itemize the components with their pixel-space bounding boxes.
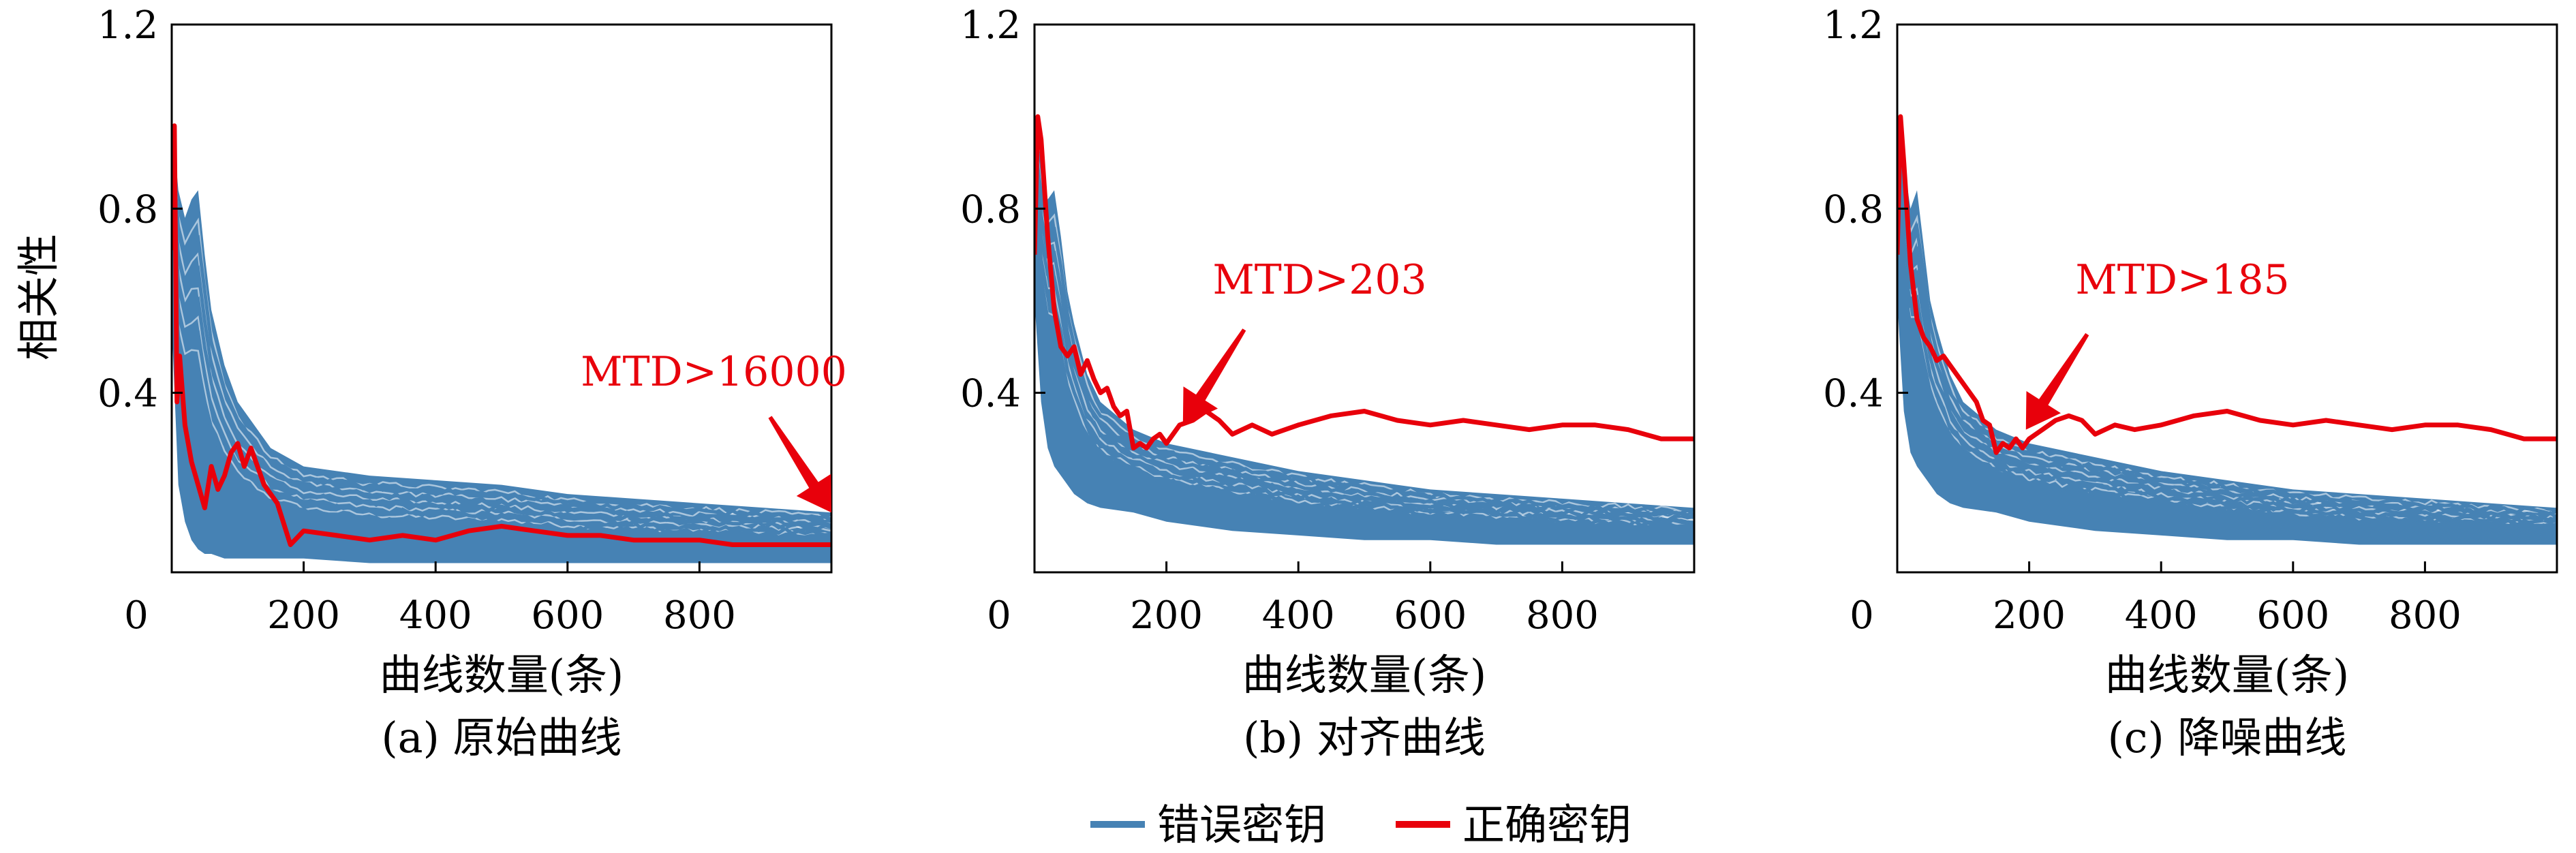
wrong-key-trace	[172, 198, 831, 537]
axes-frame	[1033, 23, 1696, 574]
wrong-key-trace	[1034, 155, 1694, 519]
wrong-key-trace-gap	[172, 153, 831, 525]
mtd-annotation: MTD>185	[2075, 256, 2289, 304]
panel-c: 0.4 0.8 1.2 0 200 400 600 800 曲线数量(条) (c) 降噪曲线 MTD…	[1823, 3, 2558, 762]
x-tick-label: 400	[2125, 593, 2198, 638]
legend-label-correct-key: 正确密钥	[1462, 800, 1631, 850]
x-tick-label: 800	[2389, 593, 2462, 638]
y-tick-label: 0.4	[97, 372, 158, 416]
legend: 错误密钥 正确密钥	[1090, 800, 1631, 850]
y-tick-label: 1.2	[960, 3, 1021, 48]
wrong-key-trace-gap	[172, 135, 831, 521]
x-axis-label: 曲线数量(条)	[2105, 650, 2349, 700]
x-tick-label: 800	[1526, 593, 1599, 638]
panel-caption: (a) 原始曲线	[381, 713, 622, 762]
x-tick-label: 600	[1394, 593, 1467, 638]
y-tick-label: 0.4	[1823, 372, 1884, 416]
axes-frame	[170, 23, 833, 574]
mtd-arrow	[1182, 328, 1246, 425]
x-tick-label: 200	[1130, 593, 1203, 638]
panel-b: 0.4 0.8 1.2 0 200 400 600 800 曲线数量(条) (b) 对齐曲线 MTD…	[960, 3, 1696, 762]
mtd-arrow	[2025, 332, 2089, 430]
y-tick-label: 1.2	[97, 3, 158, 48]
x-tick-label: 400	[1262, 593, 1335, 638]
x-tick-label: 800	[663, 593, 736, 638]
wrong-key-trace	[1034, 191, 1694, 527]
panel-caption: (c) 降噪曲线	[2108, 713, 2347, 762]
mtd-annotation: MTD>203	[1212, 256, 1426, 304]
x-tick-label: 600	[531, 593, 604, 638]
legend-label-wrong-key: 错误密钥	[1157, 800, 1326, 850]
mtd-annotation: MTD>16000	[581, 348, 847, 396]
wrong-key-trace-gap	[1034, 132, 1694, 514]
wrong-key-band	[1897, 117, 2557, 545]
wrong-key-trace	[1034, 175, 1694, 523]
y-tick-label: 0.8	[97, 187, 158, 232]
correct-key-line	[172, 123, 831, 547]
wrong-key-trace-gap	[1897, 134, 2557, 514]
wrong-key-trace	[172, 160, 831, 527]
wrong-key-trace	[172, 183, 831, 531]
panel-a: 0.4 0.8 1.2 0 200 400 600 800 曲线数量(条) (a) 原始曲线 MTD…	[97, 3, 847, 762]
wrong-key-trace	[172, 144, 831, 521]
x-tick-label: 200	[267, 593, 340, 638]
wrong-key-trace	[1897, 189, 2557, 526]
y-tick-label: 1.2	[1823, 3, 1884, 48]
axes-frame	[1896, 23, 2558, 574]
y-tick-label: 0.4	[960, 372, 1021, 416]
wrong-key-band	[1034, 117, 1694, 545]
x-axis-label: 曲线数量(条)	[380, 650, 624, 700]
wrong-key-band	[172, 117, 831, 563]
x-tick-label: 0	[987, 593, 1011, 638]
x-tick-label: 0	[1850, 593, 1874, 638]
plot-area	[172, 117, 831, 563]
x-tick-label: 600	[2256, 593, 2329, 638]
mtd-arrow	[768, 416, 831, 513]
wrong-key-trace	[1897, 157, 2557, 520]
plot-area	[1034, 114, 1694, 545]
y-tick-label: 0.8	[1823, 187, 1884, 232]
correct-key-line	[1897, 114, 2557, 455]
correct-key-line	[1034, 114, 1694, 451]
y-axis-label: 相关性	[14, 234, 63, 360]
x-tick-label: 400	[399, 593, 472, 638]
y-tick-label: 0.8	[960, 187, 1021, 232]
x-tick-label: 200	[1993, 593, 2066, 638]
x-axis-label: 曲线数量(条)	[1242, 650, 1486, 700]
x-tick-label: 0	[124, 593, 149, 638]
panel-caption: (b) 对齐曲线	[1243, 713, 1486, 762]
plot-area	[1897, 114, 2557, 545]
